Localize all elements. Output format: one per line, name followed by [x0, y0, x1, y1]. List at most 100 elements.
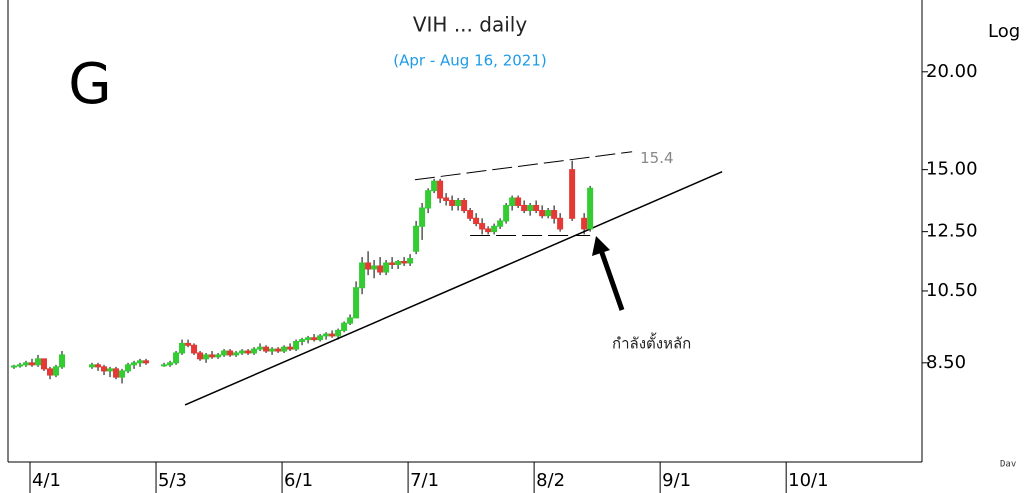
candle-body [467, 210, 474, 219]
candle-body [299, 339, 306, 342]
candle-body [221, 350, 228, 356]
footer: Dav [1000, 460, 1016, 470]
candle-body [371, 265, 378, 270]
y-tick-label: 8.50 [926, 352, 966, 373]
candle-body [503, 204, 510, 222]
candle-body [47, 368, 54, 376]
candle-body [581, 217, 588, 230]
candle-body [587, 187, 594, 230]
candle-body [203, 354, 210, 360]
candle-body [329, 333, 336, 337]
candle-body [29, 362, 36, 366]
candle-body [473, 217, 480, 225]
x-tick-label: 4/1 [32, 470, 61, 491]
candle-body [131, 362, 138, 366]
x-tick-label: 5/3 [158, 470, 187, 491]
x-tick-label: 6/1 [284, 470, 313, 491]
candle-body [59, 354, 66, 368]
candle-body [515, 197, 522, 206]
trend-line [184, 170, 723, 406]
candle-body [317, 335, 324, 341]
candle-body [89, 364, 96, 368]
candle-body [323, 333, 330, 337]
candle-body [557, 217, 564, 230]
candle-body [365, 262, 372, 270]
candle-body [527, 204, 534, 212]
candle-body [167, 362, 174, 366]
candle-body [419, 207, 426, 227]
candle-body [383, 262, 390, 273]
candle-body [233, 352, 240, 356]
candle-body [41, 358, 48, 370]
pattern-label: G [68, 52, 111, 117]
candle-body [335, 329, 342, 337]
y-tick-label: 12.50 [926, 221, 978, 242]
x-tick-label: 8/2 [536, 470, 565, 491]
candle-body [545, 210, 552, 217]
candle-body [389, 262, 396, 265]
candle-body [107, 368, 114, 372]
candle-body [395, 260, 402, 265]
y-tick-label: 20.00 [926, 61, 978, 82]
candle-body [161, 364, 168, 367]
candle-body [569, 169, 576, 219]
candle-body [191, 344, 198, 354]
candle-body [125, 364, 132, 372]
candle-body [11, 365, 18, 368]
candle-body [311, 337, 318, 341]
candle-body [359, 262, 366, 289]
candle-body [269, 348, 276, 352]
candle-body [443, 197, 450, 201]
candle-body [35, 358, 42, 366]
candle-body [137, 360, 144, 364]
candle-body [179, 342, 186, 354]
candle-body [413, 225, 420, 252]
candle-body [263, 346, 270, 352]
candle-body [275, 348, 282, 352]
candle-body [533, 204, 540, 212]
candle-body [95, 364, 102, 368]
trend-line [414, 151, 633, 181]
candle-body [431, 180, 438, 192]
candle-body [101, 366, 108, 372]
candle-body [353, 287, 360, 319]
candle-body [209, 354, 216, 358]
y-tick-label: 15.00 [926, 159, 978, 180]
candle-body [245, 350, 252, 354]
candle-body [377, 265, 384, 273]
candle-body [185, 342, 192, 346]
candle-body [551, 210, 558, 219]
candle-body [539, 210, 546, 217]
candle-body [521, 204, 528, 212]
candle-body [17, 364, 24, 367]
candle-body [23, 362, 30, 366]
candle-body [257, 346, 264, 350]
candle-body [305, 337, 312, 341]
chart-subtitle: (Apr - Aug 16, 2021) [393, 52, 546, 70]
candle-body [113, 368, 120, 378]
candle-body [401, 260, 408, 264]
candle-body [215, 354, 222, 358]
candle-body [425, 190, 432, 209]
candle-body [479, 223, 486, 230]
candle-body [173, 352, 180, 364]
chart-title: VIH ... daily [413, 13, 527, 37]
candle-body [281, 346, 288, 352]
candle-body [485, 228, 492, 233]
candle-body [509, 197, 516, 206]
candle-body [227, 350, 234, 356]
candle-body [251, 348, 258, 354]
annotation: 15.4 [640, 149, 673, 167]
candle-body [53, 366, 60, 376]
candle-body [341, 322, 348, 331]
x-tick-label: 7/1 [410, 470, 439, 491]
candle-body [491, 225, 498, 233]
y-tick-label: 10.50 [926, 280, 978, 301]
candle-body [437, 180, 444, 199]
candle-body [197, 352, 204, 360]
candle-body [497, 220, 504, 227]
candle-body [449, 199, 456, 206]
scale-label: Log [988, 21, 1020, 42]
candle-body [239, 350, 246, 354]
